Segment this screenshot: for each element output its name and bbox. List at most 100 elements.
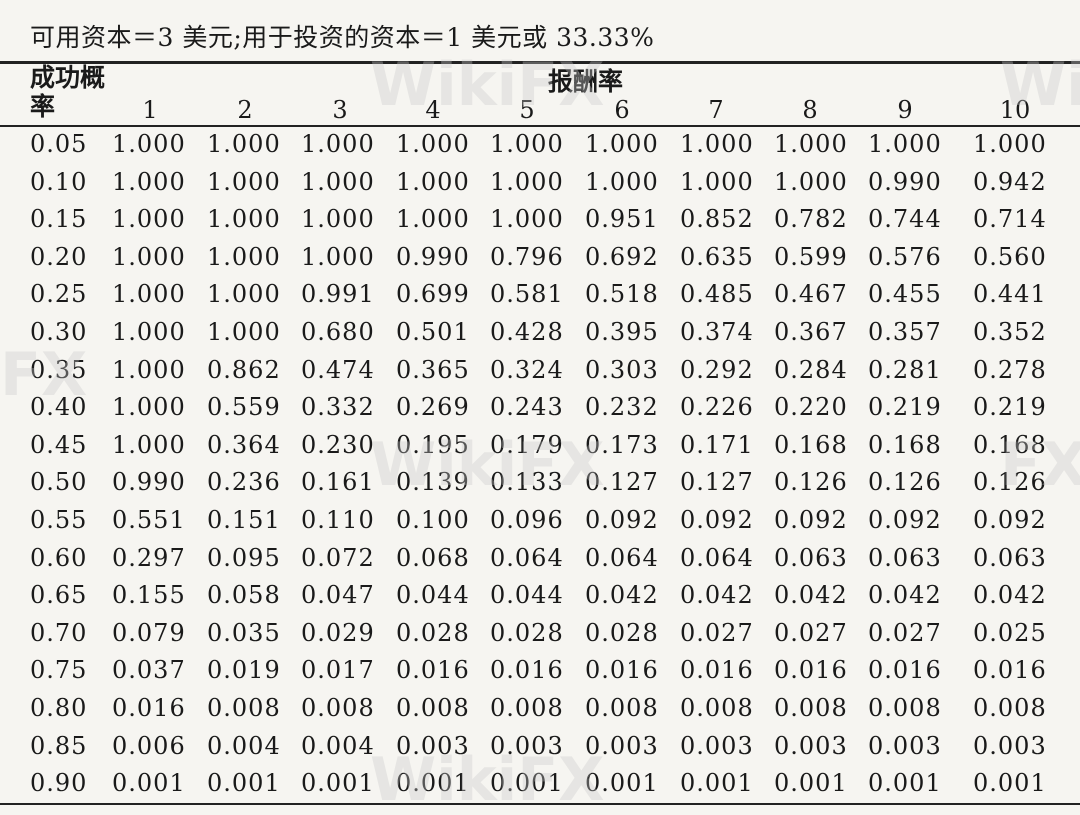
value-cell: 0.001 [868,769,942,798]
probability-cell: 0.05 [30,130,88,158]
value-cell: 0.226 [680,393,754,422]
value-cell: 1.000 [301,130,375,158]
value-cell: 1.000 [112,130,186,158]
column-header-3: 3 [332,96,348,124]
value-cell: 0.862 [207,355,281,384]
value-cell: 0.064 [585,543,659,572]
value-cell: 0.003 [490,731,564,760]
value-cell: 0.001 [396,769,470,798]
value-cell: 0.374 [680,318,754,346]
table-row: 0.60 0.297 0.095 0.072 0.068 0.064 0.064 0.064 0… [0,542,1080,579]
value-cell: 0.232 [585,393,659,422]
probability-cell: 0.85 [30,731,88,760]
value-cell: 0.284 [774,355,848,384]
value-cell: 0.173 [585,430,659,459]
table-row: 0.85 0.006 0.004 0.004 0.003 0.003 0.003 0.003 0… [0,730,1080,767]
value-cell: 0.220 [774,393,848,422]
probability-cell: 0.20 [30,242,88,271]
column-header-4: 4 [425,96,441,124]
value-cell: 0.028 [490,618,564,647]
value-cell: 0.001 [680,769,754,798]
value-cell: 0.027 [774,618,848,647]
value-cell: 0.292 [680,355,754,384]
value-cell: 0.037 [112,656,186,685]
value-cell: 0.281 [868,355,942,384]
value-cell: 0.064 [680,543,754,572]
value-cell: 0.072 [301,543,375,572]
value-cell: 0.003 [680,731,754,760]
value-cell: 0.001 [301,769,375,798]
value-cell: 0.042 [774,581,848,610]
value-cell: 0.004 [301,731,375,760]
value-cell: 0.008 [774,694,848,722]
value-cell: 0.219 [973,393,1047,422]
value-cell: 0.016 [112,694,186,722]
value-cell: 1.000 [396,205,470,234]
value-cell: 1.000 [301,167,375,196]
value-cell: 0.042 [585,581,659,610]
value-cell: 0.008 [868,694,942,722]
value-cell: 1.000 [680,130,754,158]
value-cell: 0.714 [973,205,1047,234]
value-cell: 0.079 [112,618,186,647]
column-header-6: 6 [614,96,630,124]
value-cell: 0.003 [973,731,1047,760]
value-cell: 0.151 [207,506,281,534]
column-header-2: 2 [237,96,253,124]
value-cell: 0.016 [774,656,848,685]
probability-cell: 0.15 [30,205,88,234]
value-cell: 0.692 [585,242,659,271]
value-cell: 1.000 [112,430,186,459]
value-cell: 1.000 [207,167,281,196]
value-cell: 1.000 [301,242,375,271]
value-cell: 0.269 [396,393,470,422]
value-cell: 1.000 [868,130,942,158]
value-cell: 0.352 [973,318,1047,346]
header-rule [0,125,1080,127]
value-cell: 0.044 [396,581,470,610]
value-cell: 0.951 [585,205,659,234]
table-row: 0.65 0.155 0.058 0.047 0.044 0.044 0.042 0.042 0… [0,579,1080,616]
value-cell: 0.367 [774,318,848,346]
value-cell: 0.025 [973,618,1047,647]
value-cell: 1.000 [301,205,375,234]
value-cell: 1.000 [490,167,564,196]
table-row: 0.30 1.000 1.000 0.680 0.501 0.428 0.395 0.374 0… [0,316,1080,353]
probability-cell: 0.80 [30,694,88,722]
value-cell: 0.303 [585,355,659,384]
value-cell: 0.559 [207,393,281,422]
value-cell: 1.000 [585,167,659,196]
table-row: 0.80 0.016 0.008 0.008 0.008 0.008 0.008 0.008 0… [0,692,1080,729]
value-cell: 0.100 [396,506,470,534]
value-cell: 0.001 [774,769,848,798]
probability-cell: 0.10 [30,167,88,196]
value-cell: 0.990 [868,167,942,196]
value-cell: 0.003 [774,731,848,760]
value-cell: 0.017 [301,656,375,685]
column-headers: 1 2 3 4 5 6 7 8 9 10 [0,96,1080,126]
value-cell: 0.029 [301,618,375,647]
table-row: 0.45 1.000 0.364 0.230 0.195 0.179 0.173 0.171 0… [0,429,1080,466]
value-cell: 0.243 [490,393,564,422]
value-cell: 1.000 [112,167,186,196]
value-cell: 0.518 [585,280,659,309]
value-cell: 1.000 [774,130,848,158]
value-cell: 0.474 [301,355,375,384]
value-cell: 1.000 [680,167,754,196]
column-group-label: 报酬率 [548,67,624,96]
value-cell: 0.297 [112,543,186,572]
column-header-7: 7 [708,96,724,124]
value-cell: 0.126 [774,468,848,497]
value-cell: 1.000 [112,280,186,309]
value-cell: 0.219 [868,393,942,422]
table-row: 0.75 0.037 0.019 0.017 0.016 0.016 0.016 0.016 0… [0,654,1080,691]
value-cell: 0.016 [868,656,942,685]
value-cell: 0.168 [973,430,1047,459]
value-cell: 0.064 [490,543,564,572]
value-cell: 0.852 [680,205,754,234]
value-cell: 0.016 [585,656,659,685]
value-cell: 0.127 [585,468,659,497]
value-cell: 1.000 [112,205,186,234]
value-cell: 0.635 [680,242,754,271]
value-cell: 0.001 [490,769,564,798]
